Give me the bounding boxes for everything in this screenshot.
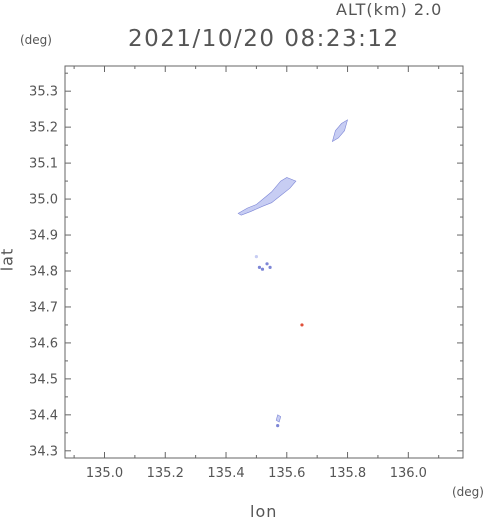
plot-frame bbox=[64, 65, 464, 459]
y-tick-label: 34.8 bbox=[29, 264, 58, 279]
y-tick-label: 34.6 bbox=[29, 336, 58, 351]
y-tick-label: 34.9 bbox=[29, 229, 58, 244]
x-tick-label: 135.4 bbox=[207, 466, 244, 481]
y-tick-label: 34.7 bbox=[29, 300, 58, 315]
echo-point bbox=[265, 262, 269, 266]
y-axis-label: lat bbox=[0, 247, 17, 272]
x-tick-label: 136.0 bbox=[390, 466, 427, 481]
y-tick-label: 35.1 bbox=[29, 157, 58, 172]
x-tick-label: 135.2 bbox=[147, 466, 184, 481]
echo-point bbox=[276, 424, 280, 428]
y-tick-label: 34.3 bbox=[29, 444, 58, 459]
echo-region bbox=[237, 177, 297, 216]
echo-region bbox=[331, 119, 348, 143]
x-tick-label: 135.8 bbox=[329, 466, 366, 481]
y-tick-label: 35.3 bbox=[29, 85, 58, 100]
y-tick-label: 35.0 bbox=[29, 193, 58, 208]
echo-point bbox=[257, 265, 262, 269]
x-tick-label: 135.0 bbox=[86, 466, 123, 481]
echo-point bbox=[254, 255, 259, 259]
echo-region bbox=[275, 414, 282, 423]
echo-point bbox=[260, 267, 265, 271]
altitude-label: ALT(km) 2.0 bbox=[336, 0, 443, 19]
echo-point bbox=[300, 323, 304, 327]
timestamp-title: 2021/10/20 08:23:12 bbox=[128, 26, 400, 52]
x-tick-label: 135.6 bbox=[268, 466, 305, 481]
x-axis-label: lon bbox=[250, 502, 278, 521]
y-tick-label: 34.5 bbox=[29, 372, 58, 387]
echo-point bbox=[268, 265, 272, 269]
y-tick-label: 34.4 bbox=[29, 408, 58, 423]
y-axis-unit: (deg) bbox=[20, 33, 52, 47]
x-axis-unit: (deg) bbox=[452, 485, 484, 499]
y-tick-label: 35.2 bbox=[29, 121, 58, 136]
